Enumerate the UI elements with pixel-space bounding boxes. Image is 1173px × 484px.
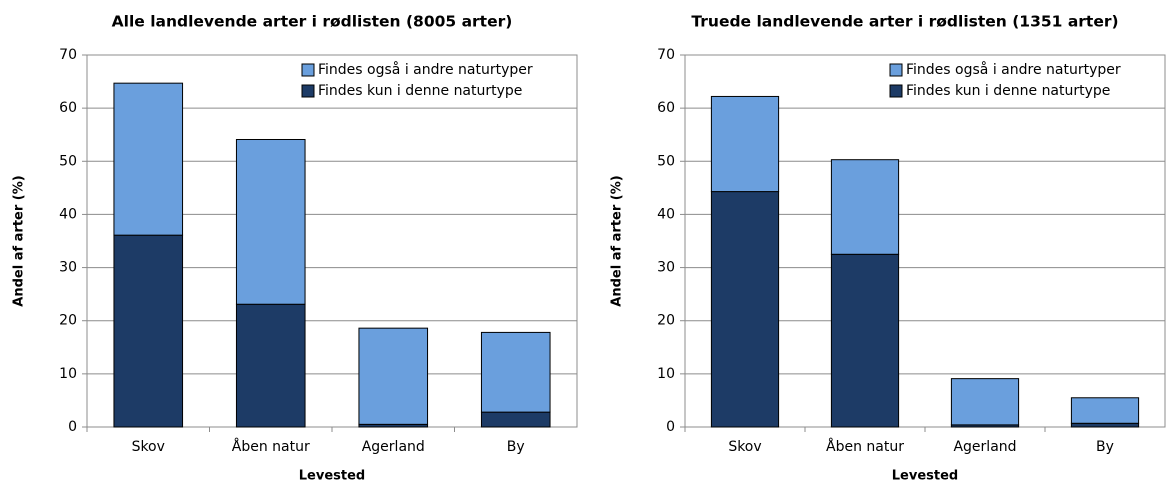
bar-segment <box>235 303 306 428</box>
y-tick-label: 20 <box>59 313 77 329</box>
bar-segment <box>480 331 551 413</box>
y-tick-label: 0 <box>666 419 675 435</box>
bar-segment <box>710 95 780 193</box>
x-tick-label: Agerland <box>362 439 425 455</box>
x-tick-label: Skov <box>132 439 165 455</box>
y-tick-label: 30 <box>59 260 77 276</box>
bar-segment <box>950 378 1020 426</box>
bar-segment <box>113 234 184 428</box>
y-axis-label: Andel af arter (%) <box>12 175 27 306</box>
bar-segment <box>1070 397 1140 424</box>
x-tick-label: By <box>507 439 525 455</box>
bar-segment <box>480 411 551 428</box>
legend-label: Findes kun i denne naturtype <box>906 83 1110 99</box>
y-tick-label: 70 <box>657 47 675 63</box>
legend-swatch <box>301 63 315 77</box>
bar-segment <box>710 191 780 428</box>
x-tick-label: By <box>1096 439 1114 455</box>
chart-title: Alle landlevende arter i rødlisten (8005… <box>112 13 513 31</box>
y-tick-label: 70 <box>59 47 77 63</box>
y-tick-label: 60 <box>59 100 77 116</box>
legend-label: Findes kun i denne naturtype <box>318 83 522 99</box>
y-tick-label: 10 <box>657 366 675 382</box>
x-axis-label: Levested <box>892 469 958 484</box>
y-tick-label: 10 <box>59 366 77 382</box>
y-tick-label: 60 <box>657 100 675 116</box>
y-tick-label: 0 <box>68 419 77 435</box>
y-tick-label: 30 <box>657 260 675 276</box>
x-tick-label: Agerland <box>953 439 1016 455</box>
chart-title: Truede landlevende arter i rødlisten (13… <box>691 13 1118 31</box>
y-tick-label: 40 <box>657 206 675 222</box>
x-axis-label: Levested <box>299 469 365 484</box>
x-tick-label: Skov <box>728 439 761 455</box>
legend-swatch <box>301 84 315 98</box>
y-tick-label: 40 <box>59 206 77 222</box>
bar-segment <box>113 82 184 236</box>
bar-segment <box>830 253 900 428</box>
legend-label: Findes også i andre naturtyper <box>318 61 533 78</box>
bar-segment <box>1070 422 1140 428</box>
y-tick-label: 20 <box>657 313 675 329</box>
y-tick-label: 50 <box>657 153 675 169</box>
bar-segment <box>358 327 429 425</box>
x-tick-label: Åben natur <box>826 438 904 455</box>
y-axis-label: Andel af arter (%) <box>610 175 625 306</box>
x-tick-label: Åben natur <box>232 438 310 455</box>
legend-swatch <box>889 63 903 77</box>
y-tick-label: 50 <box>59 153 77 169</box>
legend-swatch <box>889 84 903 98</box>
bar-segment <box>235 138 306 305</box>
legend-label: Findes også i andre naturtyper <box>906 61 1121 78</box>
bar-segment <box>830 159 900 255</box>
